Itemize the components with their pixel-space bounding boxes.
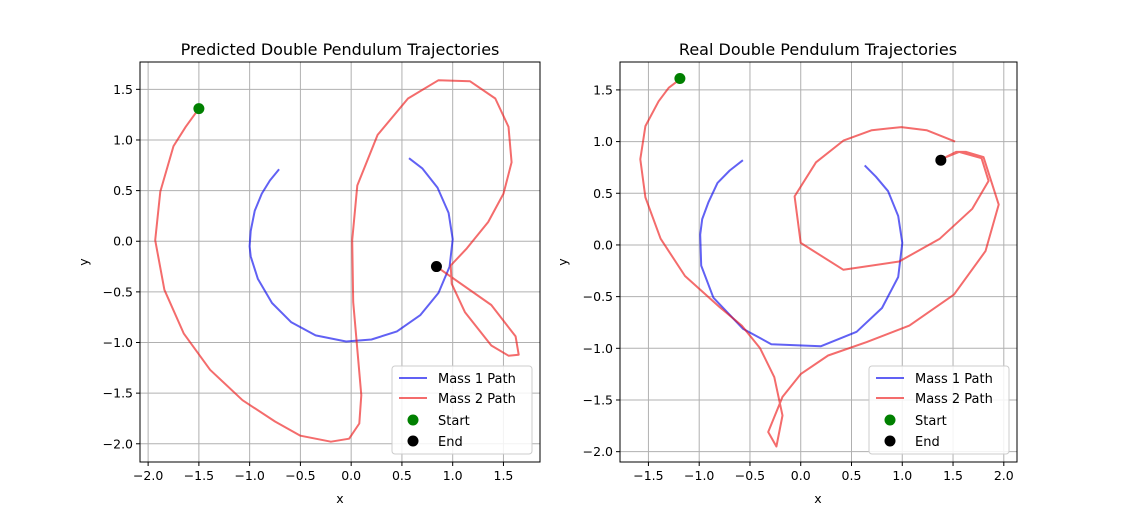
legend-marker-swatch [884, 414, 896, 426]
x-tick-label: −1.5 [184, 468, 214, 483]
legend-label: Mass 1 Path [915, 372, 993, 387]
y-tick-label: −2.0 [103, 436, 133, 451]
y-tick-label: 1.5 [113, 82, 133, 97]
x-tick-label: 0.5 [392, 468, 412, 483]
legend-label: Start [915, 414, 947, 429]
grid [620, 62, 1017, 462]
y-tick-label: 1.5 [593, 82, 613, 97]
chart-title: Predicted Double Pendulum Trajectories [181, 40, 500, 59]
y-tick-label: −1.5 [103, 386, 133, 401]
x-tick-label: 0.0 [341, 468, 361, 483]
legend: Mass 1 Path Mass 2 Path Start End [868, 365, 1010, 455]
x-tick-label: 0.5 [842, 468, 862, 483]
x-tick-label: 1.5 [494, 468, 514, 483]
x-tick-label: 0.0 [791, 468, 811, 483]
y-tick-label: 0.5 [113, 183, 133, 198]
y-tick-label: 1.0 [113, 132, 133, 147]
end-marker [430, 261, 442, 273]
y-tick-label: 0.0 [593, 237, 613, 252]
legend-label: End [438, 435, 463, 450]
x-tick-label: −0.5 [285, 468, 315, 483]
x-tick-label: 1.5 [943, 468, 963, 483]
y-tick-label: −0.5 [583, 289, 613, 304]
real-chart-panel: Real Double Pendulum Trajectories −1.5 −1… [555, 40, 1018, 506]
legend-marker-swatch [407, 435, 419, 447]
legend-marker-swatch [407, 414, 419, 426]
x-axis-label: x [336, 491, 343, 506]
mass-2-path [154, 79, 520, 443]
x-tick-label: −2.0 [133, 468, 163, 483]
x-tick-label: −0.5 [735, 468, 765, 483]
x-axis-label: x [814, 491, 821, 506]
legend-marker-swatch [884, 435, 896, 447]
legend-box [391, 365, 533, 455]
series-layer [154, 79, 520, 443]
mass-1-path [699, 159, 904, 348]
chart-title: Real Double Pendulum Trajectories [679, 40, 957, 59]
legend-label: Start [438, 414, 470, 429]
y-ticks: −2.0 −1.5 −1.0 −0.5 0.0 0.5 1.0 1.5 [103, 82, 140, 451]
y-tick-label: 0.0 [113, 234, 133, 249]
x-tick-label: −1.0 [684, 468, 714, 483]
start-marker [674, 73, 686, 85]
y-tick-label: −0.5 [103, 284, 133, 299]
x-tick-label: −1.5 [633, 468, 663, 483]
y-axis-label: y [555, 258, 570, 266]
x-tick-label: 2.0 [994, 468, 1014, 483]
marker-layer [674, 73, 947, 166]
legend-box [868, 365, 1010, 455]
y-tick-label: −1.5 [583, 392, 613, 407]
x-ticks: −1.5 −1.0 −0.5 0.0 0.5 1.0 1.5 2.0 [633, 462, 1014, 483]
y-tick-label: 1.0 [593, 134, 613, 149]
start-marker [193, 103, 205, 115]
y-ticks: −2.0 −1.5 −1.0 −0.5 0.0 0.5 1.0 1.5 [583, 82, 620, 459]
legend: Mass 1 Path Mass 2 Path Start End [391, 365, 533, 455]
plot-frame [139, 61, 541, 463]
x-tick-label: 1.0 [892, 468, 912, 483]
mass-2-path [639, 77, 1000, 448]
legend-label: Mass 2 Path [438, 392, 516, 407]
x-ticks: −2.0 −1.5 −1.0 −0.5 0.0 0.5 1.0 1.5 [133, 462, 513, 483]
legend-label: Mass 1 Path [438, 372, 516, 387]
x-tick-label: 1.0 [443, 468, 463, 483]
legend-label: End [915, 435, 940, 450]
y-tick-label: −2.0 [583, 444, 613, 459]
mass-1-path [248, 157, 454, 343]
y-tick-label: 0.5 [593, 186, 613, 201]
y-tick-label: −1.0 [583, 341, 613, 356]
marker-layer [193, 103, 442, 273]
end-marker [935, 154, 947, 166]
y-axis-label: y [76, 258, 91, 266]
x-tick-label: −1.0 [234, 468, 264, 483]
plot-frame [619, 61, 1018, 463]
legend-label: Mass 2 Path [915, 392, 993, 407]
series-layer [639, 77, 1000, 448]
predicted-chart-panel: Predicted Double Pendulum Trajectories −… [76, 40, 541, 506]
y-tick-label: −1.0 [103, 335, 133, 350]
